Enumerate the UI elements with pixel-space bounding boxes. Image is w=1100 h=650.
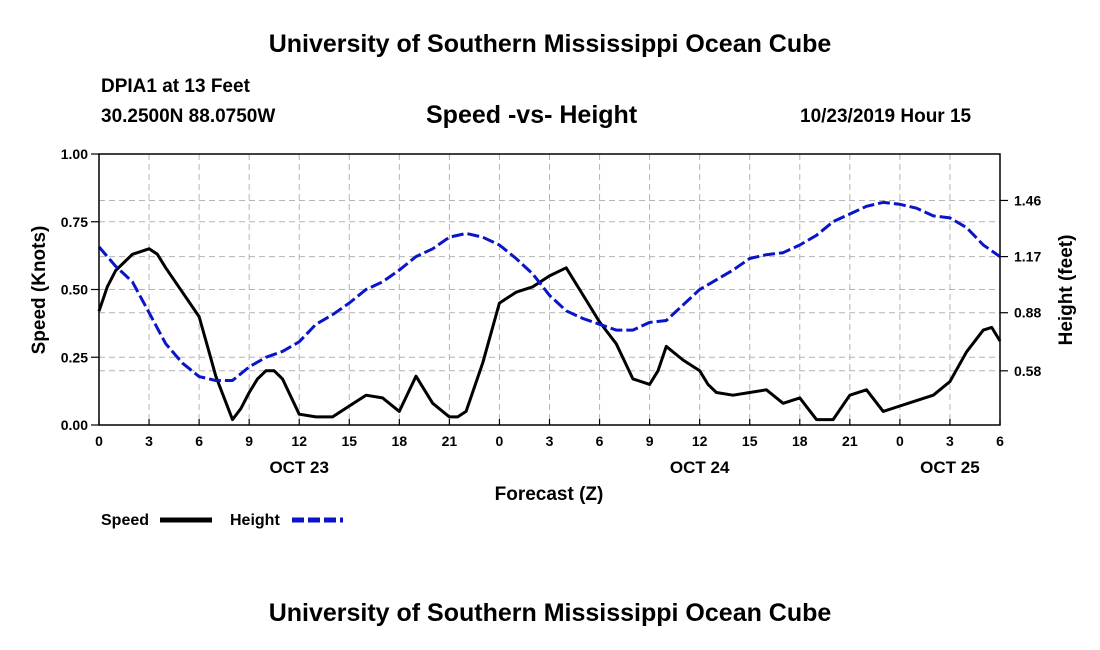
x-tick-label: 21 (842, 433, 858, 449)
x-tick-label: 15 (341, 433, 357, 449)
x-tick-label: 6 (195, 433, 203, 449)
y-tick-label: 1.00 (61, 146, 88, 162)
axis-layer: 0 3 6 9 12 15 18 21 0 3 6 9 12 15 18 21 0 3 6 0.00 0.25 0.50 0… (61, 146, 1042, 477)
speed-series-line (97, 247, 1002, 422)
x-tick-label: 6 (996, 433, 1004, 449)
x-tick-label: 3 (546, 433, 554, 449)
x-tick-label: 0 (896, 433, 904, 449)
x-tick-label: 3 (946, 433, 954, 449)
footer-title: University of Southern Mississippi Ocean… (268, 599, 832, 627)
series-layer (97, 200, 1002, 422)
x-tick-label: 6 (596, 433, 604, 449)
x-tick-label: 21 (442, 433, 458, 449)
y-tick-label: 0.00 (61, 417, 88, 433)
x-tick-label: 0 (95, 433, 103, 449)
legend-label-speed: Speed (101, 512, 149, 529)
x-tick-label: 9 (245, 433, 253, 449)
coordinates-label: 30.2500N 88.0750W (101, 106, 276, 127)
legend: Speed Height (101, 512, 343, 529)
x-tick-label: 12 (692, 433, 708, 449)
page-title: University of Southern Mississippi Ocean… (268, 30, 832, 58)
x-tick-label: 18 (792, 433, 808, 449)
y-tick-label: 0.25 (61, 349, 88, 365)
grid-layer (99, 154, 1000, 425)
x-tick-label: 15 (742, 433, 758, 449)
y-axis-label: Speed (Knots) (29, 226, 50, 355)
y-tick-label: 0.50 (61, 282, 88, 298)
date-label: OCT 23 (269, 458, 329, 477)
y2-tick-label: 1.17 (1014, 249, 1041, 265)
y2-tick-label: 0.88 (1014, 305, 1041, 321)
legend-label-height: Height (230, 512, 280, 529)
x-tick-label: 3 (145, 433, 153, 449)
height-series-line (97, 200, 1001, 382)
x-tick-label: 18 (392, 433, 408, 449)
date-label: OCT 25 (920, 458, 980, 477)
y2-tick-label: 0.58 (1014, 363, 1041, 379)
x-tick-label: 12 (291, 433, 307, 449)
x-tick-label: 0 (496, 433, 504, 449)
datetime-label: 10/23/2019 Hour 15 (800, 106, 972, 127)
y2-tick-label: 1.46 (1014, 192, 1041, 208)
chart-title: Speed -vs- Height (426, 101, 638, 129)
y-tick-label: 0.75 (61, 214, 88, 230)
x-axis-label: Forecast (Z) (495, 484, 604, 505)
x-tick-label: 9 (646, 433, 654, 449)
station-label: DPIA1 at 13 Feet (101, 76, 250, 97)
date-label: OCT 24 (670, 458, 730, 477)
y2-axis-label: Height (feet) (1056, 235, 1077, 346)
